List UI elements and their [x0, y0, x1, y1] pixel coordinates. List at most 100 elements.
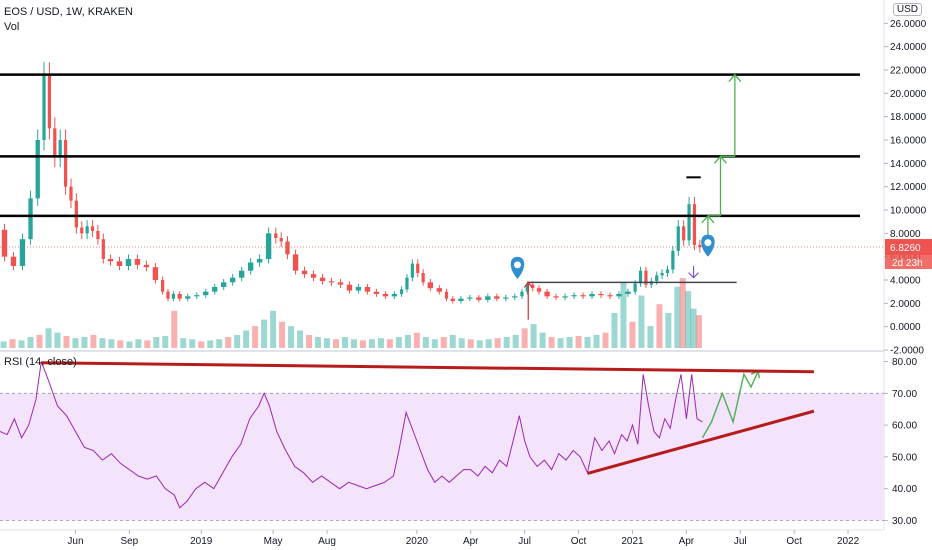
price-pane[interactable]: [0, 0, 884, 350]
volume-bar[interactable]: [162, 335, 169, 348]
candle-body[interactable]: [160, 280, 165, 292]
rsi-trendline-0[interactable]: [41, 361, 814, 374]
candle-body[interactable]: [580, 295, 586, 297]
candle-body[interactable]: [421, 273, 425, 283]
candle-body[interactable]: [450, 298, 455, 301]
volume-bar[interactable]: [135, 339, 142, 348]
volume-bar[interactable]: [297, 330, 304, 349]
candle-body[interactable]: [279, 238, 283, 242]
volume-bar[interactable]: [63, 335, 70, 348]
candle-body[interactable]: [544, 291, 550, 297]
volume-bar[interactable]: [359, 340, 366, 348]
volume-bar[interactable]: [18, 340, 25, 348]
candle-body[interactable]: [285, 241, 290, 255]
volume-bar[interactable]: [690, 308, 697, 348]
volume-bar[interactable]: [126, 341, 133, 348]
candle-body[interactable]: [671, 250, 675, 270]
candle-body[interactable]: [229, 277, 236, 283]
volume-bar[interactable]: [548, 337, 555, 348]
candle-body[interactable]: [134, 259, 141, 265]
volume-bar[interactable]: [270, 310, 277, 348]
volume-bar[interactable]: [368, 339, 375, 348]
candle-body[interactable]: [69, 186, 73, 201]
candle-body[interactable]: [553, 296, 559, 298]
candle-body[interactable]: [644, 270, 648, 285]
candle-body[interactable]: [355, 287, 362, 291]
volume-bar[interactable]: [679, 278, 686, 348]
candle-body[interactable]: [676, 226, 680, 251]
volume-bar[interactable]: [422, 337, 429, 348]
candle-body[interactable]: [698, 245, 702, 248]
candle-body[interactable]: [427, 282, 434, 289]
currency-badge[interactable]: USD: [892, 3, 922, 16]
volume-bar[interactable]: [243, 330, 250, 349]
candle-body[interactable]: [171, 294, 176, 299]
candle-body[interactable]: [536, 288, 542, 292]
candle-body[interactable]: [520, 291, 524, 297]
candle-body[interactable]: [194, 295, 200, 297]
volume-bar[interactable]: [144, 340, 151, 348]
volume-bar[interactable]: [36, 334, 43, 348]
candle-body[interactable]: [476, 297, 482, 300]
candle-body[interactable]: [665, 269, 670, 274]
volume-bar[interactable]: [0, 341, 7, 348]
volume-bar[interactable]: [611, 313, 618, 348]
candle-body[interactable]: [562, 296, 568, 298]
candle-body[interactable]: [660, 273, 664, 276]
volume-bar[interactable]: [279, 321, 286, 348]
candle-body[interactable]: [494, 296, 500, 299]
volume-bar[interactable]: [665, 313, 672, 348]
candle-body[interactable]: [265, 233, 272, 259]
candle-body[interactable]: [531, 284, 535, 289]
candle-body[interactable]: [116, 261, 123, 266]
volume-bar[interactable]: [566, 337, 573, 348]
volume-bar[interactable]: [584, 337, 591, 348]
volume-bar[interactable]: [404, 334, 411, 348]
candle-body[interactable]: [458, 298, 464, 301]
candle-body[interactable]: [107, 259, 114, 262]
candle-body[interactable]: [47, 75, 52, 129]
candle-body[interactable]: [42, 75, 46, 140]
candle-body[interactable]: [310, 274, 317, 278]
volume-bar[interactable]: [324, 338, 331, 348]
volume-bar[interactable]: [431, 339, 438, 348]
volume-bar[interactable]: [90, 334, 97, 348]
candle-body[interactable]: [687, 204, 691, 241]
volume-bar[interactable]: [458, 338, 465, 348]
candle-body[interactable]: [692, 204, 697, 245]
candle-body[interactable]: [256, 259, 263, 263]
volume-bar[interactable]: [386, 339, 393, 348]
volume-bar[interactable]: [261, 319, 268, 348]
volume-bar[interactable]: [189, 339, 196, 348]
volume-bar[interactable]: [557, 338, 564, 348]
volume-bar[interactable]: [539, 332, 546, 348]
volume-bar[interactable]: [153, 337, 160, 348]
volume-bar[interactable]: [638, 295, 645, 349]
candle-body[interactable]: [63, 140, 68, 187]
volume-bar[interactable]: [656, 304, 663, 348]
volume-bar[interactable]: [332, 339, 339, 348]
candle-body[interactable]: [485, 296, 491, 300]
candle-body[interactable]: [467, 297, 473, 299]
volume-bar[interactable]: [288, 326, 295, 348]
candle-body[interactable]: [1, 229, 8, 257]
candle-body[interactable]: [212, 287, 218, 292]
volume-bar[interactable]: [685, 291, 692, 348]
volume-bar[interactable]: [216, 339, 223, 348]
volume-bar[interactable]: [54, 332, 61, 348]
volume-bar[interactable]: [377, 338, 384, 348]
volume-bar[interactable]: [45, 328, 52, 348]
candle-body[interactable]: [152, 267, 159, 280]
candle-body[interactable]: [382, 294, 389, 297]
candle-body[interactable]: [346, 284, 353, 291]
volume-bar[interactable]: [207, 340, 214, 348]
volume-bar[interactable]: [341, 337, 348, 348]
candle-body[interactable]: [607, 295, 613, 297]
candle-body[interactable]: [247, 262, 254, 271]
candle-body[interactable]: [90, 226, 95, 231]
volume-bar[interactable]: [27, 337, 34, 348]
candle-body[interactable]: [391, 294, 398, 297]
candle-body[interactable]: [436, 288, 442, 292]
volume-bar[interactable]: [485, 339, 492, 348]
